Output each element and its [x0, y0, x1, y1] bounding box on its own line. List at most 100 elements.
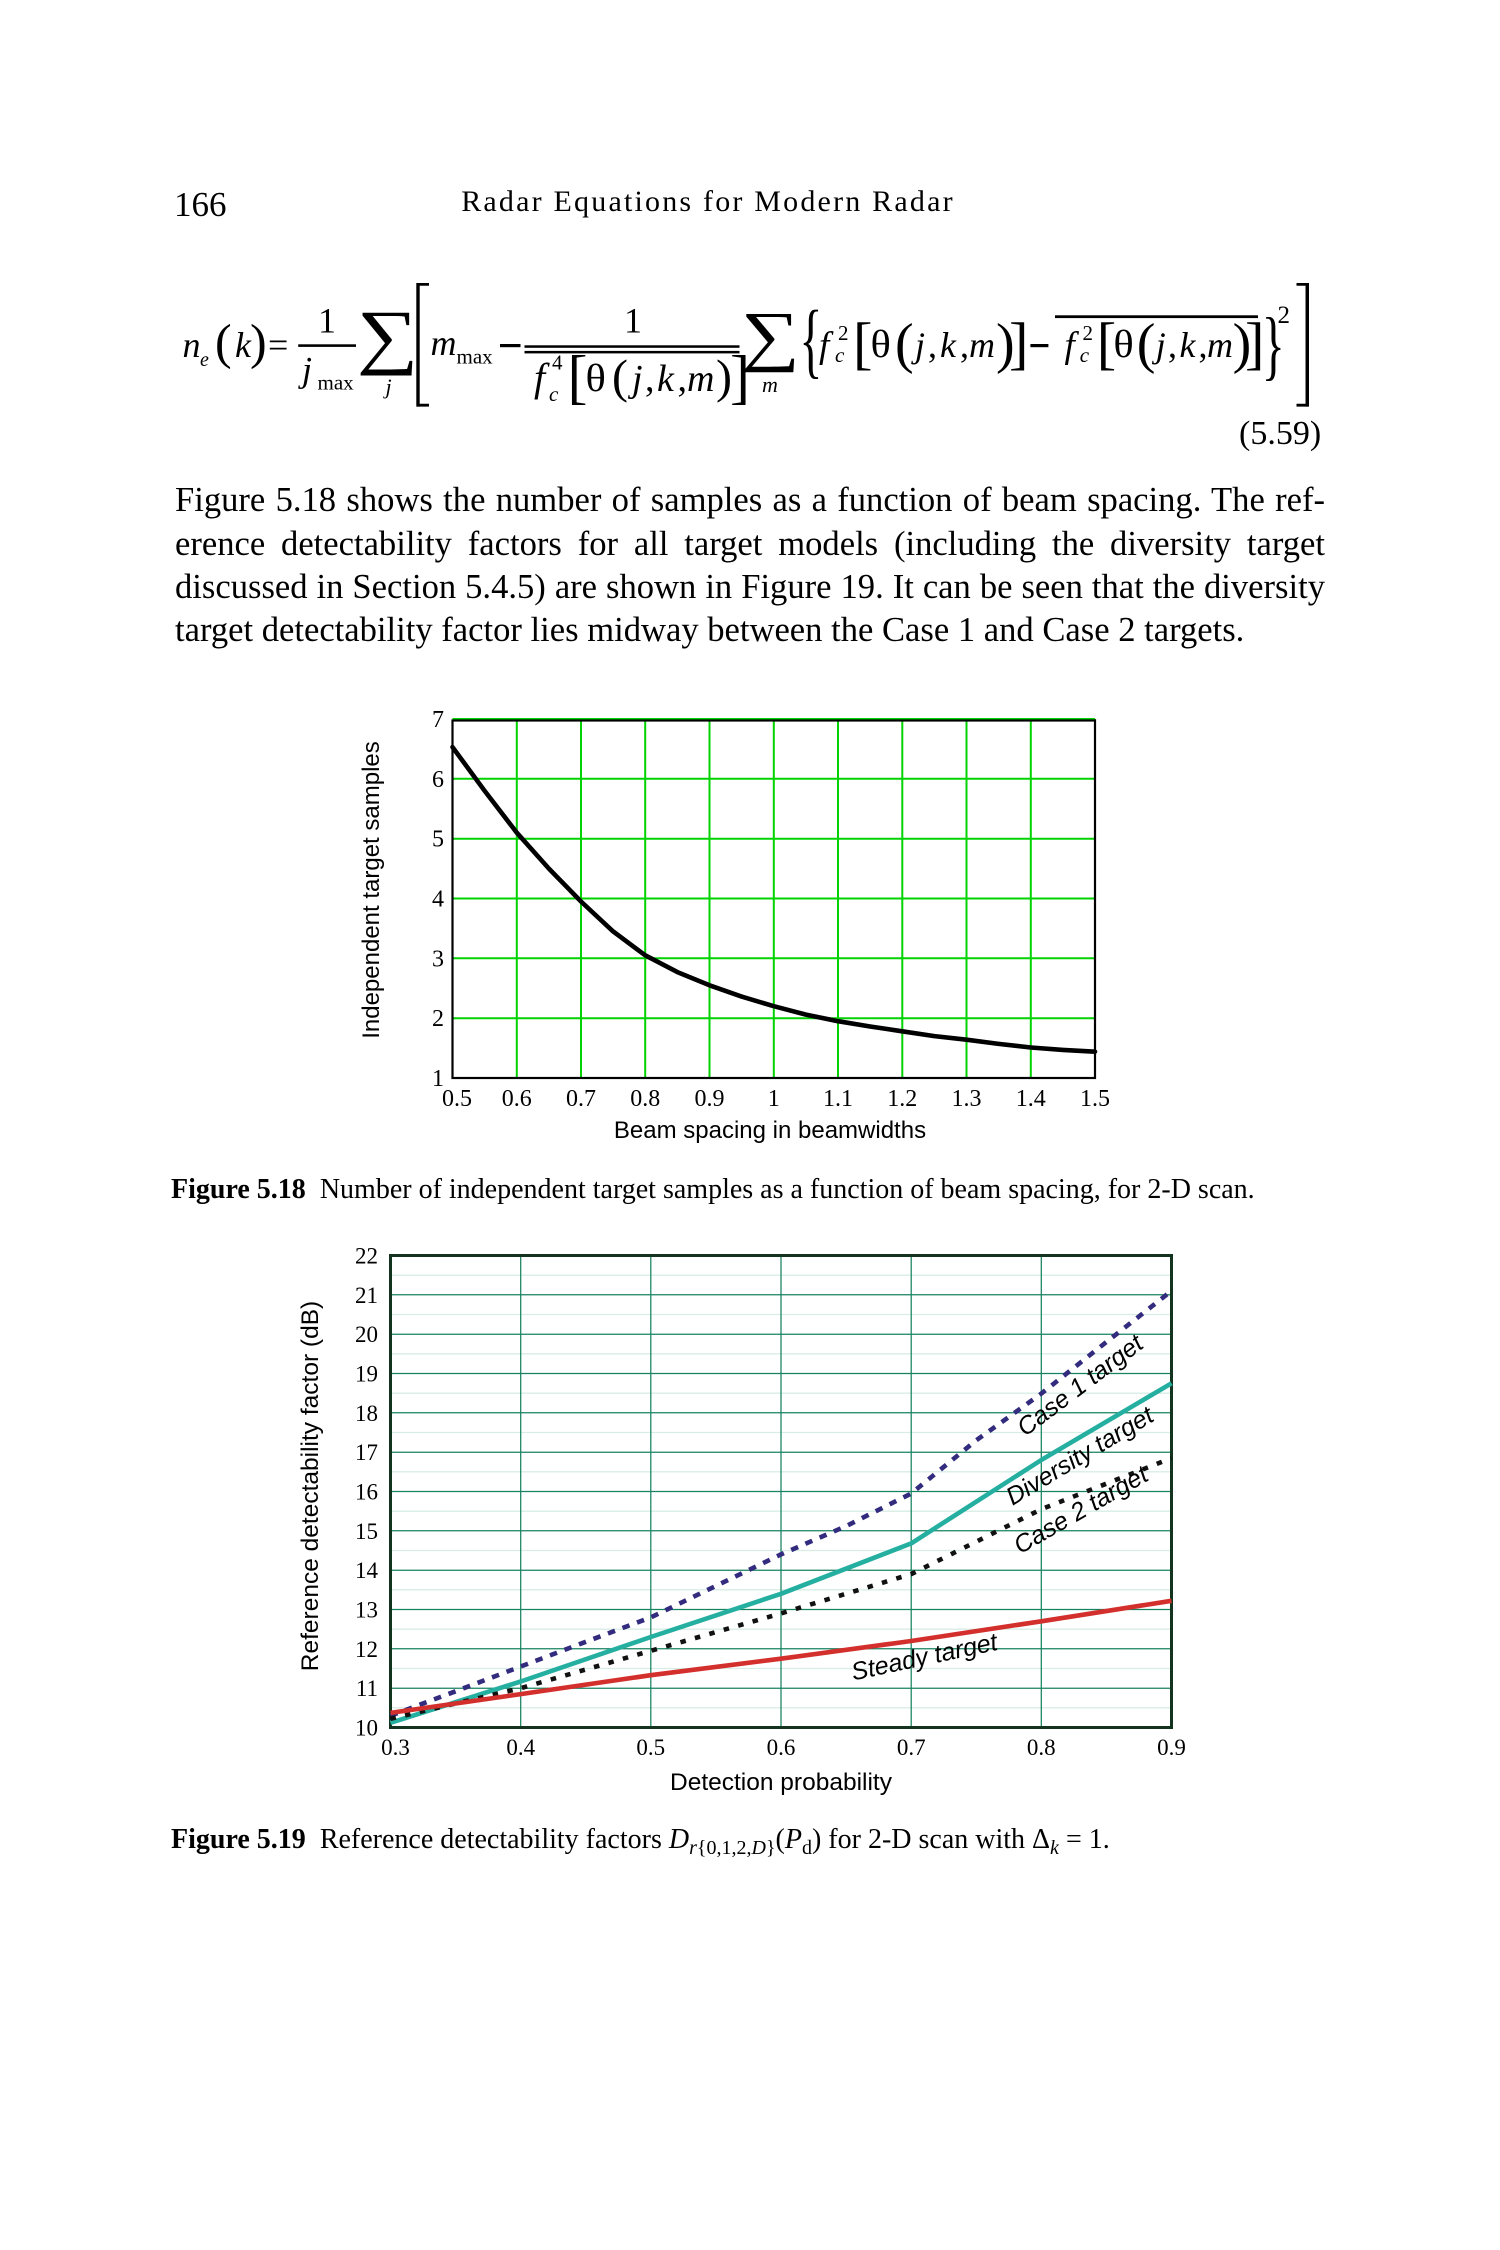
svg-text:Independent target samples: Independent target samples: [358, 741, 385, 1039]
svg-text:[: [: [1097, 311, 1116, 376]
svg-text:0.5: 0.5: [442, 1086, 472, 1112]
svg-text:1.4: 1.4: [1016, 1086, 1046, 1112]
svg-text:Steady target: Steady target: [849, 1628, 1001, 1687]
svg-text:m: m: [687, 358, 714, 400]
svg-text:1.2: 1.2: [887, 1086, 917, 1112]
svg-text:c: c: [1080, 343, 1090, 367]
svg-text:18: 18: [355, 1401, 378, 1426]
svg-text:0.8: 0.8: [630, 1086, 660, 1112]
svg-text:k: k: [657, 358, 675, 400]
svg-text:10: 10: [355, 1716, 378, 1741]
svg-text:2: 2: [1083, 321, 1094, 345]
svg-text:15: 15: [355, 1519, 378, 1544]
svg-text:[: [: [568, 344, 588, 410]
svg-text:,: ,: [1168, 325, 1177, 365]
svg-text:m: m: [762, 372, 778, 397]
svg-text:2: 2: [838, 321, 849, 345]
svg-text:1: 1: [432, 1066, 444, 1092]
svg-text:]: ]: [1009, 311, 1028, 376]
svg-text:m: m: [431, 323, 457, 363]
svg-text:e: e: [200, 349, 209, 371]
svg-text:0.7: 0.7: [897, 1735, 926, 1760]
svg-text:j: j: [1152, 325, 1166, 365]
svg-text:0.6: 0.6: [767, 1735, 796, 1760]
svg-text:k: k: [235, 325, 252, 365]
svg-text:13: 13: [355, 1598, 378, 1623]
svg-text:14: 14: [355, 1558, 379, 1583]
svg-text:1: 1: [768, 1086, 780, 1112]
svg-text:j: j: [627, 358, 643, 400]
svg-text:]: ]: [1245, 311, 1264, 376]
svg-text:): ): [250, 314, 267, 370]
svg-text:c: c: [549, 382, 559, 406]
svg-text:): ): [996, 313, 1015, 375]
svg-text:n: n: [183, 325, 201, 365]
svg-text:,: ,: [678, 358, 688, 400]
svg-text:2: 2: [432, 1006, 444, 1032]
svg-text:{: {: [799, 293, 822, 386]
svg-text:θ: θ: [871, 321, 891, 365]
svg-text:0.9: 0.9: [695, 1086, 725, 1112]
svg-text:θ: θ: [586, 355, 606, 399]
svg-text:max: max: [457, 345, 494, 369]
svg-text:7: 7: [432, 707, 444, 733]
svg-text:}: }: [1262, 301, 1285, 388]
svg-text:20: 20: [355, 1322, 378, 1347]
svg-text:0.9: 0.9: [1157, 1735, 1186, 1760]
svg-text:6: 6: [432, 767, 444, 793]
svg-text:0.3: 0.3: [381, 1735, 410, 1760]
svg-text:17: 17: [355, 1440, 378, 1465]
svg-text:0.4: 0.4: [506, 1735, 535, 1760]
svg-text:): ): [716, 351, 732, 404]
svg-text:∑: ∑: [741, 299, 800, 373]
svg-text:Detection probability: Detection probability: [670, 1769, 893, 1796]
svg-text:=: =: [268, 325, 288, 365]
svg-text:f: f: [1065, 325, 1080, 366]
svg-text:θ: θ: [1113, 321, 1133, 365]
svg-text:(: (: [1137, 313, 1156, 375]
svg-text:∑: ∑: [357, 296, 419, 376]
svg-text:5: 5: [432, 827, 444, 853]
svg-text:Beam spacing in beamwidths: Beam spacing in beamwidths: [614, 1117, 926, 1144]
svg-text:,: ,: [960, 325, 969, 365]
svg-text:,: ,: [928, 325, 937, 365]
svg-text:4: 4: [552, 351, 563, 375]
svg-text:): ): [1233, 313, 1252, 375]
svg-text:21: 21: [355, 1283, 378, 1308]
svg-text:j: j: [383, 374, 392, 399]
svg-text:(: (: [895, 313, 914, 375]
svg-text:1.1: 1.1: [823, 1086, 853, 1112]
svg-text:m: m: [1207, 325, 1233, 365]
svg-text:max: max: [318, 371, 355, 395]
svg-text:3: 3: [432, 946, 444, 972]
svg-text:19: 19: [355, 1362, 378, 1387]
svg-text:16: 16: [355, 1480, 378, 1505]
svg-text:1.3: 1.3: [952, 1086, 982, 1112]
svg-text:j: j: [298, 350, 312, 390]
svg-text:,: ,: [645, 358, 655, 400]
svg-text:(: (: [612, 351, 628, 404]
svg-text:]: ]: [730, 344, 750, 410]
svg-text:Reference detectability factor: Reference detectability factor (dB): [297, 1301, 324, 1671]
svg-text:2: 2: [1278, 302, 1291, 329]
svg-text:11: 11: [356, 1676, 378, 1701]
svg-text:c: c: [835, 343, 845, 367]
svg-text:k: k: [940, 325, 957, 365]
svg-text:22: 22: [355, 1244, 378, 1269]
svg-text:m: m: [969, 325, 995, 365]
svg-text:0.5: 0.5: [636, 1735, 665, 1760]
svg-text:f: f: [819, 325, 834, 366]
svg-text:j: j: [911, 325, 925, 365]
svg-text:(: (: [215, 314, 232, 370]
svg-text:12: 12: [355, 1637, 378, 1662]
svg-text:,: ,: [1198, 325, 1207, 365]
svg-text:0.8: 0.8: [1027, 1735, 1056, 1760]
svg-text:f: f: [534, 355, 550, 400]
svg-text:1: 1: [624, 301, 642, 341]
svg-text:4: 4: [432, 887, 444, 913]
svg-text:k: k: [1179, 325, 1196, 365]
svg-text:1: 1: [318, 301, 336, 341]
svg-text:[: [: [853, 311, 872, 376]
svg-text:0.7: 0.7: [566, 1086, 596, 1112]
svg-text:0.6: 0.6: [502, 1086, 532, 1112]
